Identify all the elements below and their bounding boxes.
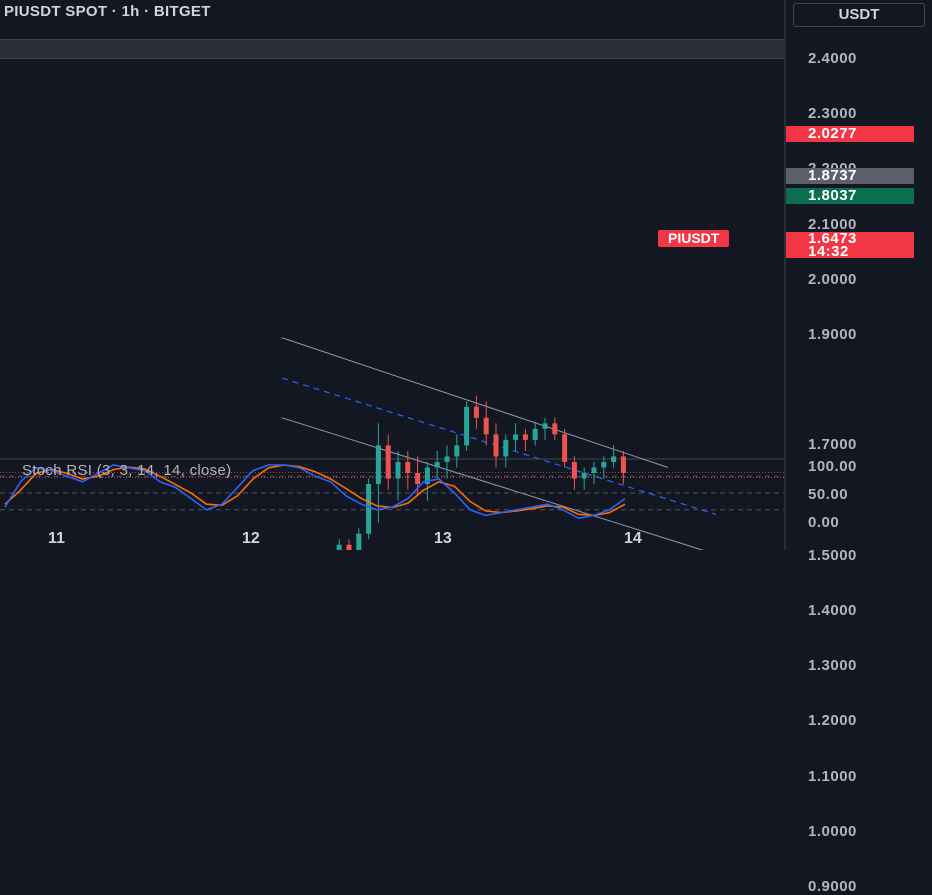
countdown-value: 14:32 (808, 243, 849, 260)
candle-body (562, 434, 568, 462)
price-chart[interactable] (0, 0, 932, 550)
candle-body (473, 406, 479, 418)
osc-tick: 50.00 (808, 486, 849, 503)
high-price-tag: 2.0277 (786, 126, 914, 142)
symbol-tag: PIUSDT (658, 230, 730, 247)
candle-body (454, 445, 460, 457)
candle-body (532, 428, 538, 440)
time-tick: 12 (242, 530, 260, 547)
candle-body (503, 439, 509, 457)
candle-body (620, 456, 626, 473)
candle-body (542, 423, 548, 429)
candle-body (444, 456, 450, 462)
channel-mid-line (281, 377, 717, 515)
candle-body (493, 434, 499, 457)
candle-body (336, 544, 342, 550)
stoch-k-line (4, 464, 626, 520)
candle-body (571, 461, 577, 479)
last-price-tag: 1.6473 14:32 (786, 230, 914, 260)
stoch-d-line (4, 464, 626, 517)
price-tick: 2.4000 (808, 50, 857, 67)
candle-body (405, 461, 411, 473)
level-b-tag: 1.8037 (786, 188, 914, 204)
price-tick: 1.4000 (808, 602, 857, 619)
candle-body (395, 461, 401, 479)
candle-body (591, 467, 597, 473)
price-tick: 1.3000 (808, 657, 857, 675)
candle-body (522, 434, 528, 440)
channel-lower-line (281, 417, 704, 550)
price-tick: 1.7000 (808, 436, 857, 454)
osc-tick: 100.00 (808, 458, 857, 475)
candle-body (483, 417, 489, 435)
candle-body (434, 461, 440, 468)
time-tick: 11 (48, 530, 65, 547)
candle-body (415, 473, 421, 485)
price-tick: 2.0000 (808, 270, 857, 288)
candle-body (346, 544, 352, 550)
last-price-value: 1.6473 (808, 230, 857, 247)
candle-body (385, 445, 391, 479)
candle-body (611, 456, 617, 462)
pane-divider[interactable] (0, 458, 784, 460)
candle-body (366, 484, 372, 534)
candle-body (375, 445, 381, 485)
price-tick: 1.5000 (808, 546, 857, 564)
candle-body (356, 533, 362, 550)
candle-body (552, 423, 558, 435)
price-tick: 2.3000 (808, 105, 857, 123)
price-tick: 1.2000 (808, 712, 857, 730)
price-tick: 2.1000 (808, 215, 857, 233)
level-a-tag: 1.8737 (786, 168, 914, 184)
price-tick: 1.9000 (808, 326, 857, 343)
candle-body (601, 461, 607, 468)
price-tick: 1.0000 (808, 822, 857, 840)
top-band (0, 39, 784, 59)
time-tick: 14 (624, 530, 642, 547)
candle-body (464, 406, 470, 446)
price-tick: 1.1000 (808, 767, 857, 785)
currency-button[interactable]: USDT (793, 3, 925, 27)
price-axis-divider (784, 0, 786, 550)
candle-body (513, 434, 519, 440)
osc-tick: 0.00 (808, 514, 840, 531)
chart-title[interactable]: PIUSDT SPOT · 1h · BITGET (4, 3, 211, 20)
price-tick: 0.9000 (808, 878, 857, 895)
oscillator-label[interactable]: Stoch RSI (3, 3, 14, 14, close) (22, 462, 232, 479)
time-tick: 13 (434, 530, 452, 547)
channel-upper-line (281, 337, 669, 468)
candle-body (581, 473, 587, 479)
